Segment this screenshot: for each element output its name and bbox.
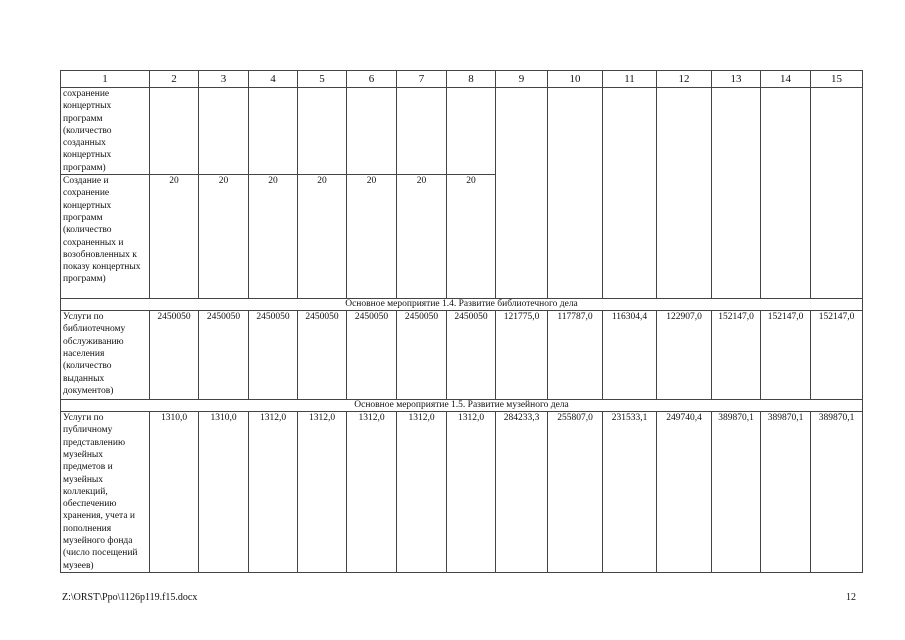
column-header: 15 <box>810 70 863 88</box>
table-cell: 2450050 <box>149 310 199 401</box>
table-cell: 1312,0 <box>248 411 298 573</box>
table-cell: 20 <box>248 174 298 300</box>
table-cell: 152147,0 <box>760 310 811 401</box>
column-header: 13 <box>711 70 761 88</box>
table-cell: 1312,0 <box>297 411 347 573</box>
column-header: 2 <box>149 70 199 88</box>
column-header: 10 <box>547 70 603 88</box>
table-cell: 2450050 <box>346 310 397 401</box>
table-cell: 389870,1 <box>711 411 761 573</box>
column-header: 11 <box>602 70 657 88</box>
table-row: Создание и сохранение концертных програм… <box>60 174 863 300</box>
table-cell: 1312,0 <box>396 411 447 573</box>
table-cell: 389870,1 <box>810 411 863 573</box>
row-description: Услуги по публичному представлению музей… <box>60 411 150 573</box>
table-cell: 152147,0 <box>711 310 761 401</box>
table-cell: 2450050 <box>396 310 447 401</box>
table-cell: 231533,1 <box>602 411 657 573</box>
table-cell: 20 <box>396 174 447 300</box>
column-header: 6 <box>346 70 397 88</box>
table-row: сохранение концертных программ (количест… <box>60 86 863 300</box>
column-header: 3 <box>198 70 249 88</box>
table-cell: 116304,4 <box>602 310 657 401</box>
section-row: Основное мероприятие 1.4. Развитие библи… <box>60 298 863 312</box>
row-description: Услуги по библиотечному обслуживанию нас… <box>60 310 150 401</box>
table-row: Услуги по библиотечному обслуживанию нас… <box>60 310 863 401</box>
row-description: сохранение концертных программ (количест… <box>60 86 150 176</box>
table-cell: 2450050 <box>446 310 496 401</box>
table-cell: 122907,0 <box>656 310 712 401</box>
section-title: Основное мероприятие 1.4. Развитие библи… <box>60 298 863 312</box>
table-cell: 2450050 <box>248 310 298 401</box>
table-cell: 1310,0 <box>198 411 249 573</box>
page-number: 12 <box>846 592 856 603</box>
table-cell: 249740,4 <box>656 411 712 573</box>
column-header: 12 <box>656 70 712 88</box>
header-row: 1 2 3 4 5 6 7 8 9 10 11 12 13 14 15 <box>60 70 863 88</box>
section-row: Основное мероприятие 1.5. Развитие музей… <box>60 399 863 413</box>
column-header: 9 <box>495 70 548 88</box>
column-header: 4 <box>248 70 298 88</box>
table-cell: 2450050 <box>198 310 249 401</box>
table-cell: 1310,0 <box>149 411 199 573</box>
row-description: Создание и сохранение концертных програм… <box>60 174 150 300</box>
table-row: Услуги по публичному представлению музей… <box>60 411 863 573</box>
section-title: Основное мероприятие 1.5. Развитие музей… <box>60 399 863 413</box>
footer-file-path: Z:\ORST\Ppo\1126p119.f15.docx <box>62 592 198 603</box>
column-header: 7 <box>396 70 447 88</box>
table-cell: 255807,0 <box>547 411 603 573</box>
column-header: 1 <box>60 70 150 88</box>
column-header: 8 <box>446 70 496 88</box>
table-cell: 20 <box>297 174 347 300</box>
column-header: 14 <box>760 70 811 88</box>
data-table: 1 2 3 4 5 6 7 8 9 10 11 12 13 14 15 сохр… <box>60 70 863 573</box>
table-cell: 389870,1 <box>760 411 811 573</box>
table-cell: 20 <box>149 174 199 300</box>
table-cell: 1312,0 <box>346 411 397 573</box>
table-cell: 284233,3 <box>495 411 548 573</box>
table-cell: 20 <box>198 174 249 300</box>
table-cell: 20 <box>346 174 397 300</box>
table-cell: 1312,0 <box>446 411 496 573</box>
table-cell: 152147,0 <box>810 310 863 401</box>
table-cell: 121775,0 <box>495 310 548 401</box>
column-header: 5 <box>297 70 347 88</box>
table-cell: 20 <box>446 174 496 300</box>
table-cell: 2450050 <box>297 310 347 401</box>
table-cell: 117787,0 <box>547 310 603 401</box>
